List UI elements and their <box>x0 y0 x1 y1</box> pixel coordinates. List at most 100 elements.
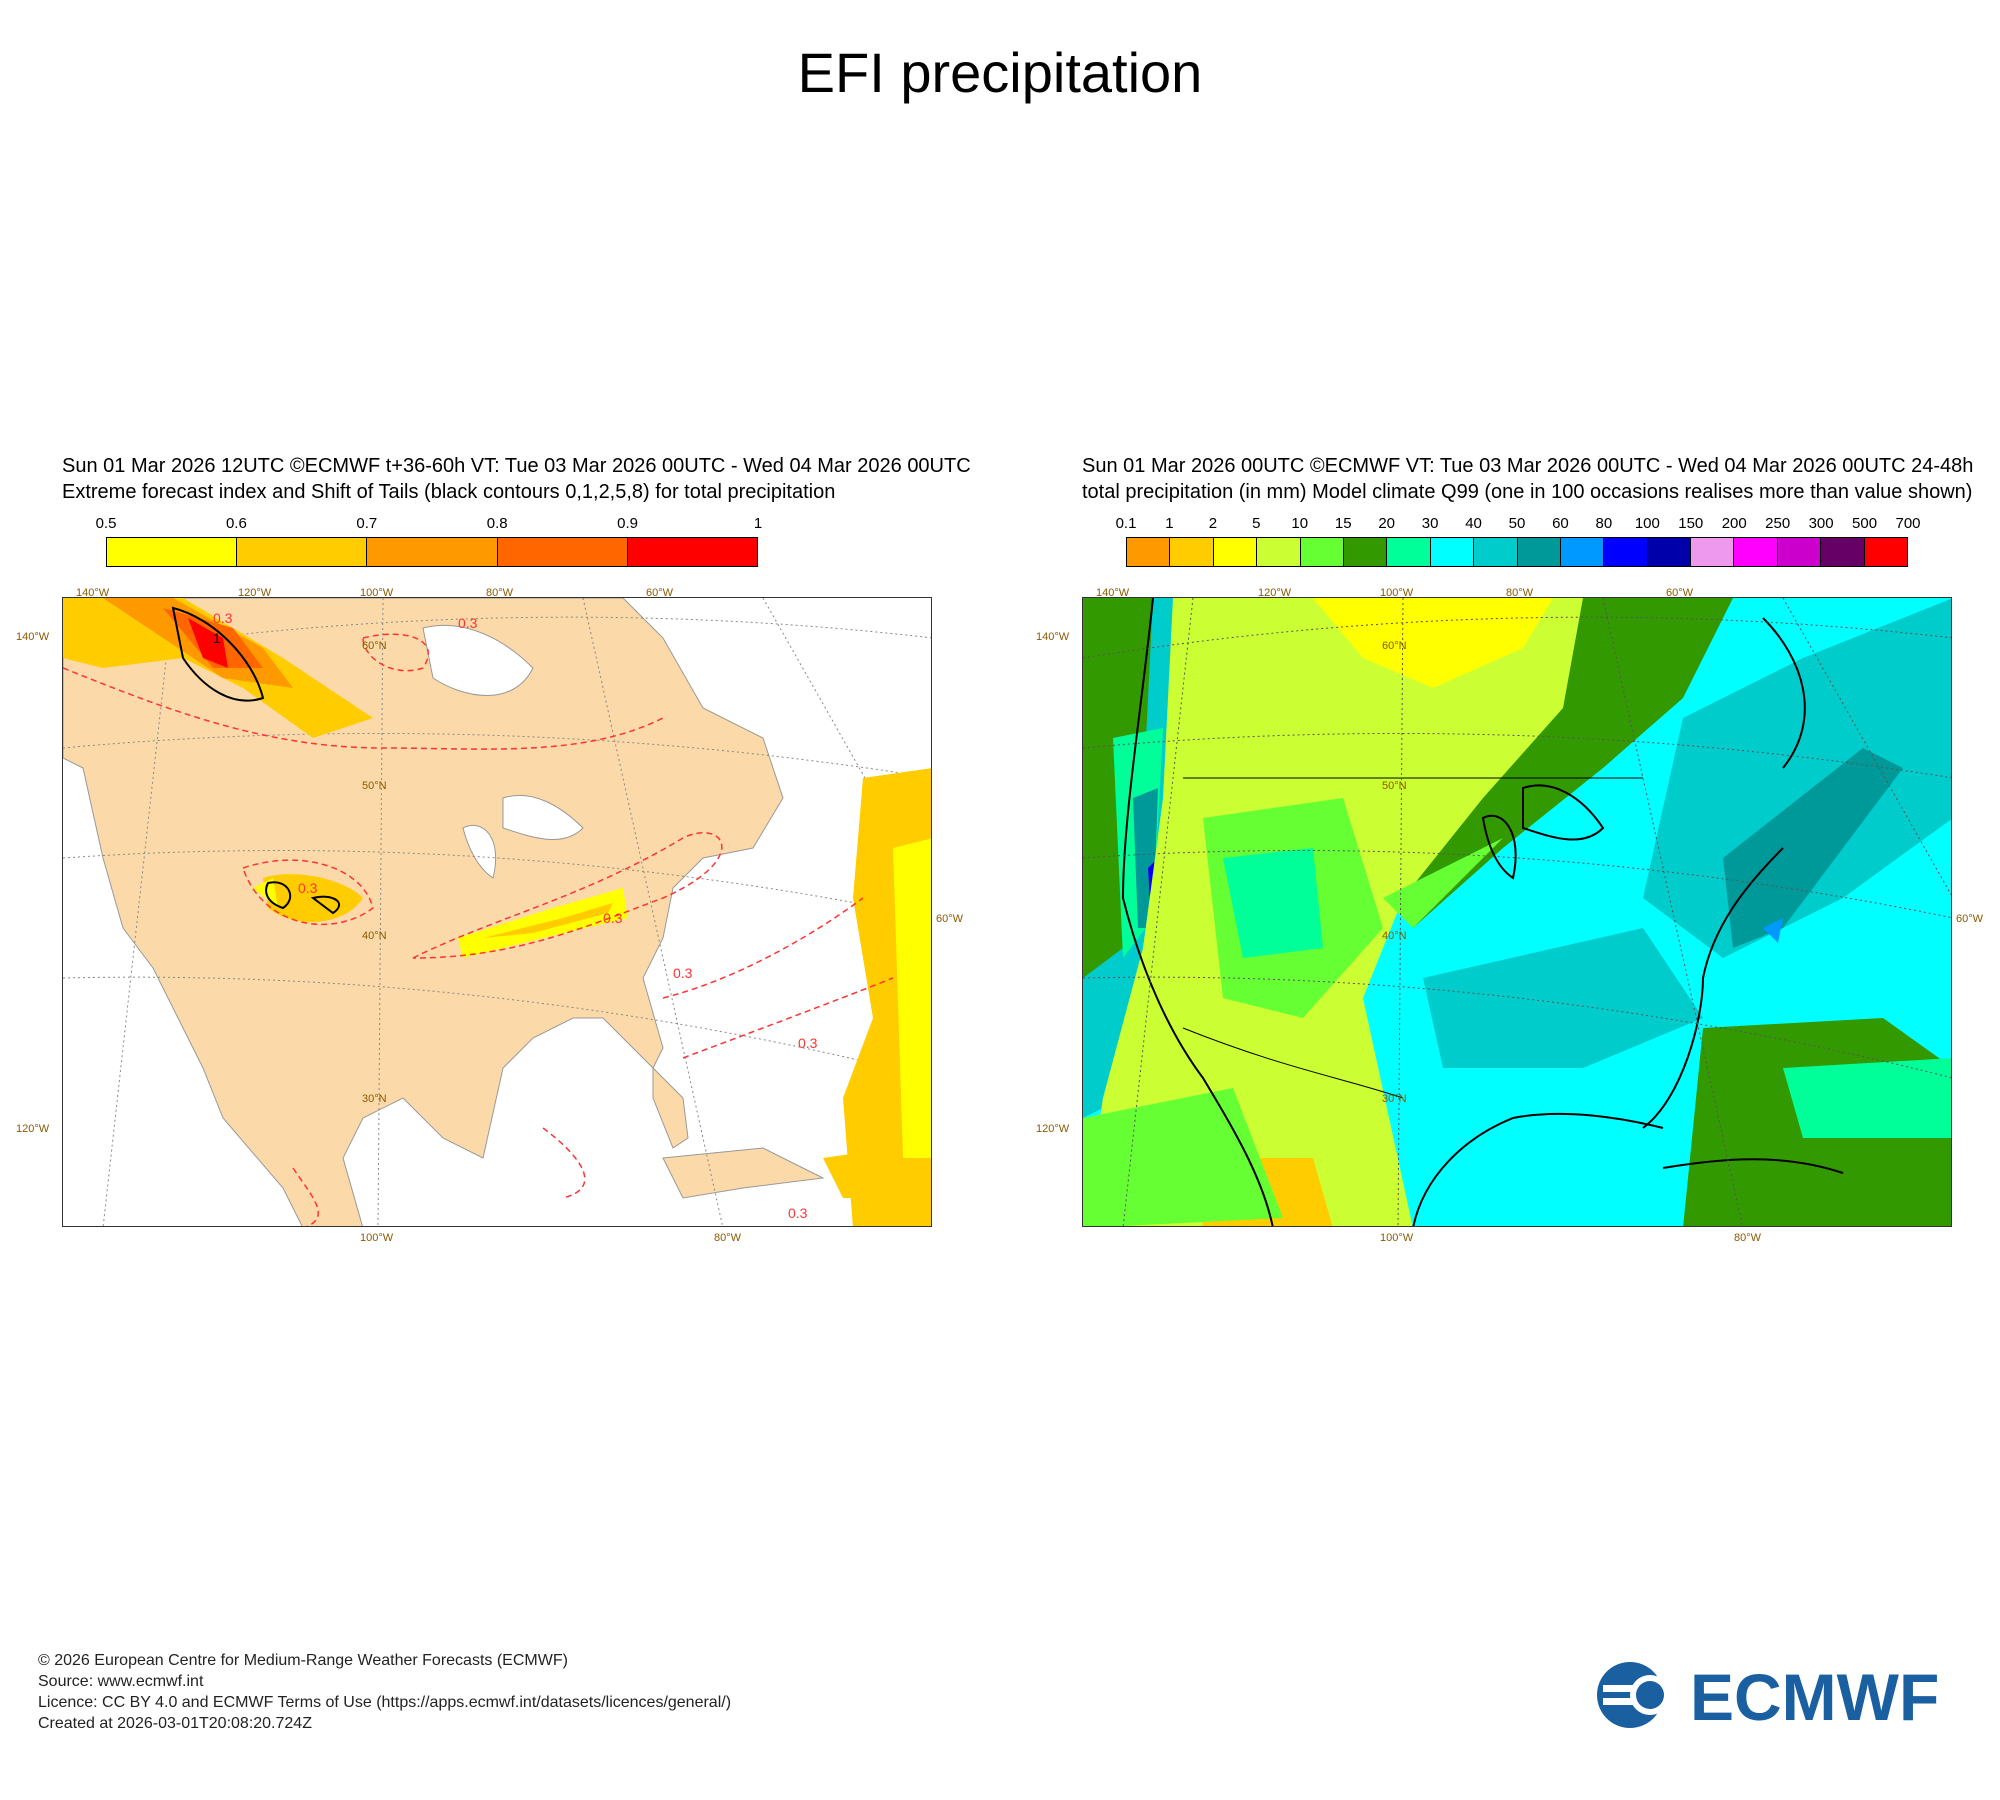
colorbar-label: 0.5 <box>95 515 117 532</box>
colorbar-label: 2 <box>1208 515 1218 532</box>
efi-header-line2: Extreme forecast index and Shift of Tail… <box>62 481 836 503</box>
lat-label: 50°N <box>362 780 387 792</box>
colorbar-label: 0.9 <box>617 515 639 532</box>
tick-bottom: 100°W <box>1380 1232 1414 1244</box>
colorbar-label: 0.6 <box>225 515 247 532</box>
contour-label: 0.3 <box>213 610 233 626</box>
precip-climate-panel: Sun 01 Mar 2026 00UTC ©ECMWF VT: Tue 03 … <box>1036 455 1992 1255</box>
tick-top: 80°W <box>1506 587 1534 599</box>
tick-top: 100°W <box>1380 587 1414 599</box>
colorbar-swatch <box>237 538 368 566</box>
colorbar-swatch <box>1604 538 1648 566</box>
colorbar-swatch <box>1560 538 1605 566</box>
tick-top: 140°W <box>76 587 110 599</box>
contour-label: 0.3 <box>298 880 318 896</box>
colorbar-label: 200 <box>1721 515 1747 532</box>
tick-top: 60°W <box>646 587 674 599</box>
precip-colorbar <box>1126 537 1908 567</box>
colorbar-label: 500 <box>1852 515 1878 532</box>
tick-top: 120°W <box>1258 587 1292 599</box>
colorbar-swatch <box>1127 538 1171 566</box>
colorbar-swatch <box>1864 538 1908 566</box>
colorbar-swatch <box>1734 538 1778 566</box>
lat-label: 60°N <box>1382 640 1407 652</box>
lat-label: 60°N <box>362 640 387 652</box>
tick-top: 80°W <box>486 587 514 599</box>
colorbar-label: 150 <box>1678 515 1704 532</box>
footer: © 2026 European Centre for Medium-Range … <box>38 1650 731 1734</box>
tick-left: 120°W <box>1036 1123 1070 1135</box>
efi-header-line1: Sun 01 Mar 2026 12UTC ©ECMWF t+36-60h VT… <box>62 455 971 477</box>
colorbar-swatch <box>1300 538 1344 566</box>
colorbar-swatch <box>1821 538 1865 566</box>
colorbar-swatch <box>1343 538 1388 566</box>
tick-left: 120°W <box>16 1123 50 1135</box>
efi-panel: Sun 01 Mar 2026 12UTC ©ECMWF t+36-60h VT… <box>16 455 972 1255</box>
contour-label: 0.3 <box>788 1205 808 1221</box>
lat-label: 40°N <box>362 930 387 942</box>
tick-right: 60°W <box>1956 913 1984 925</box>
tick-top: 140°W <box>1096 587 1130 599</box>
colorbar-label: 80 <box>1595 515 1613 532</box>
lat-label: 40°N <box>1382 930 1407 942</box>
colorbar-label: 50 <box>1508 515 1526 532</box>
tick-top: 100°W <box>360 587 394 599</box>
lat-label: 30°N <box>1382 1093 1407 1105</box>
colorbar-label: 0.7 <box>356 515 378 532</box>
tick-left: 140°W <box>1036 631 1070 643</box>
footer-source: Source: www.ecmwf.int <box>38 1673 204 1690</box>
colorbar-swatch <box>107 538 238 566</box>
colorbar-swatch <box>1213 538 1258 566</box>
colorbar-swatch <box>1474 538 1518 566</box>
colorbar-label: 700 <box>1895 515 1921 532</box>
colorbar-swatch <box>1517 538 1561 566</box>
colorbar-swatch <box>1257 538 1301 566</box>
colorbar-swatch <box>627 538 758 566</box>
precip-header-line2: total precipitation (in mm) Model climat… <box>1082 481 1973 503</box>
contour-label: 0.3 <box>798 1035 818 1051</box>
colorbar-label: 100 <box>1634 515 1660 532</box>
tick-bottom: 100°W <box>360 1232 394 1244</box>
page-title: EFI precipitation <box>797 41 1203 104</box>
contour-label: 0.3 <box>458 615 478 631</box>
contour-label: 1 <box>213 630 221 646</box>
tick-left: 140°W <box>16 631 50 643</box>
tick-bottom: 80°W <box>1734 1232 1762 1244</box>
colorbar-label: 40 <box>1465 515 1482 532</box>
contour-label: 0.3 <box>603 910 623 926</box>
colorbar-label: 15 <box>1334 515 1352 532</box>
precip-colorbar-labels: 0.1 1 2 5 10 15 20 30 40 50 60 80 100 150 200 250 300 500… <box>1116 515 1921 535</box>
tick-bottom: 80°W <box>714 1232 742 1244</box>
colorbar-swatch <box>1387 538 1431 566</box>
footer-created: Created at 2026-03-01T20:08:20.724Z <box>38 1715 312 1732</box>
colorbar-label: 1 <box>1165 515 1174 532</box>
colorbar-label: 20 <box>1378 515 1395 532</box>
tick-top: 120°W <box>238 587 272 599</box>
colorbar-label: 1 <box>753 515 763 532</box>
colorbar-swatch <box>1777 538 1822 566</box>
colorbar-label: 300 <box>1808 515 1834 532</box>
colorbar-label: 0.8 <box>486 515 508 532</box>
tick-right: 60°W <box>936 913 964 925</box>
lat-label: 30°N <box>362 1093 387 1105</box>
efi-colorbar-labels: 0.5 0.6 0.7 0.8 0.9 1 <box>96 515 763 535</box>
colorbar-swatch <box>1170 538 1214 566</box>
colorbar-swatch <box>1691 538 1735 566</box>
footer-copyright: © 2026 European Centre for Medium-Range … <box>38 1652 568 1669</box>
precip-header-line1: Sun 01 Mar 2026 00UTC ©ECMWF VT: Tue 03 … <box>1082 455 1974 477</box>
efi-colorbar <box>106 537 758 567</box>
colorbar-swatch <box>497 538 628 566</box>
colorbar-label: 10 <box>1291 515 1309 532</box>
colorbar-swatch <box>1647 538 1692 566</box>
precip-map <box>1082 597 1952 1227</box>
efi-map: 0.3 0.3 0.3 0.3 0.3 0.3 0.3 1 <box>62 597 932 1227</box>
tick-top: 60°W <box>1666 587 1694 599</box>
ecmwf-logo: ECMWF <box>1595 1660 1975 1734</box>
lat-label: 50°N <box>1382 780 1407 792</box>
colorbar-label: 0.1 <box>1115 515 1137 532</box>
footer-licence: Licence: CC BY 4.0 and ECMWF Terms of Us… <box>38 1694 732 1711</box>
svg-text:ECMWF: ECMWF <box>1690 1660 1939 1730</box>
colorbar-swatch <box>1430 538 1475 566</box>
colorbar-label: 60 <box>1552 515 1569 532</box>
colorbar-swatch <box>367 538 498 566</box>
